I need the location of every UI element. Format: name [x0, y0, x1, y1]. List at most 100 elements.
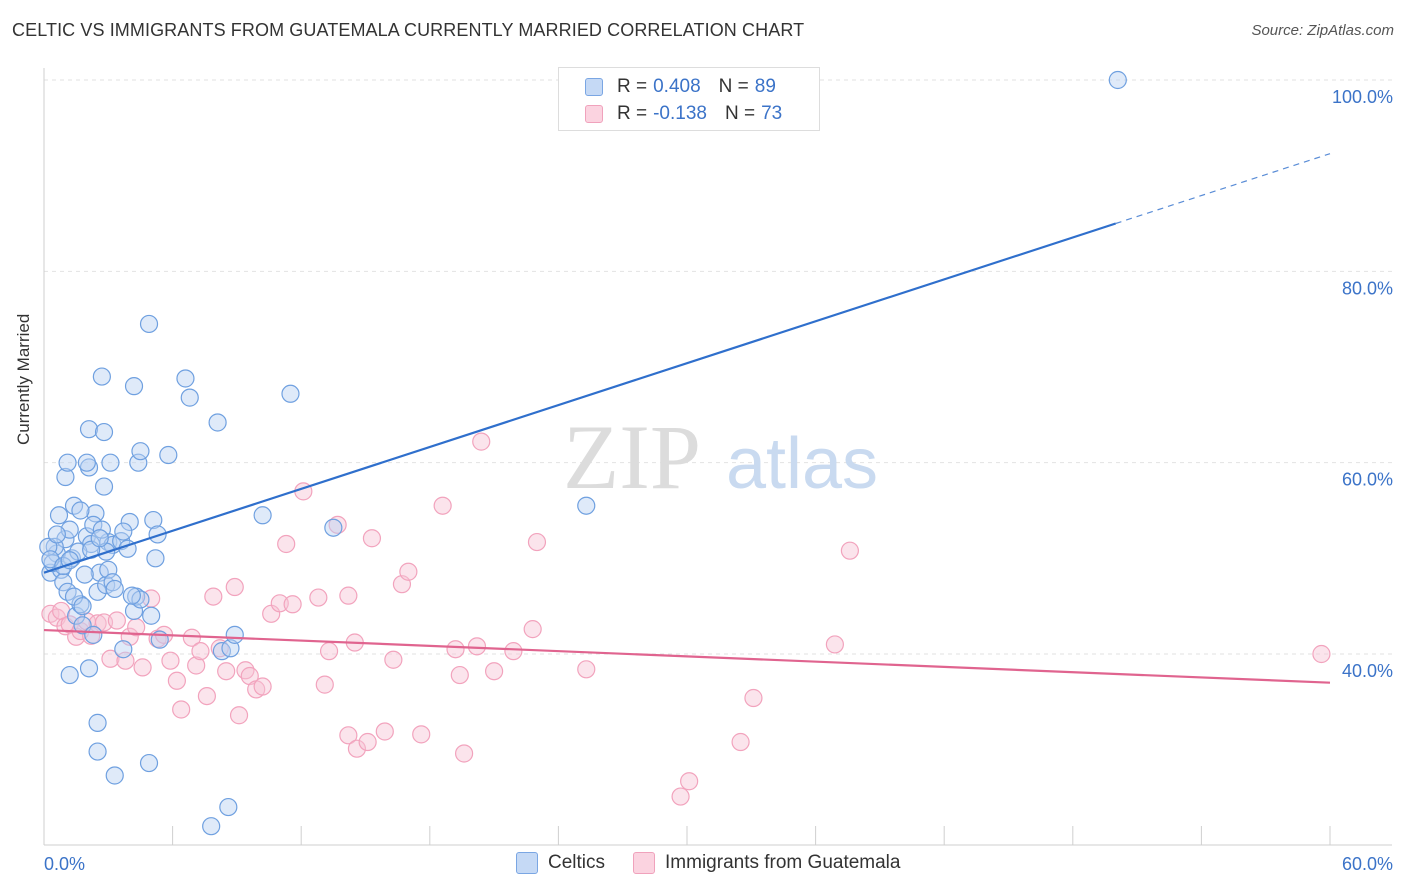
data-point-guatemala [204, 587, 223, 606]
x-tick-label: 0.0% [44, 854, 85, 874]
series-legend: Celtics Immigrants from Guatemala [516, 852, 928, 874]
legend-n-label: N = [724, 103, 756, 124]
data-point-celtics [94, 422, 114, 442]
data-point-celtics [124, 601, 144, 621]
data-point-guatemala [504, 642, 523, 661]
data-point-guatemala [446, 640, 465, 659]
data-point-celtics [1108, 70, 1127, 90]
data-point-celtics [146, 549, 165, 568]
y-tick-label: 100.0% [1332, 87, 1393, 107]
y-tick-label: 60.0% [1342, 470, 1393, 490]
data-point-guatemala [191, 642, 210, 661]
data-point-guatemala [187, 656, 206, 675]
data-point-guatemala [433, 496, 452, 515]
data-point-celtics [208, 413, 227, 432]
data-point-guatemala [731, 732, 750, 752]
data-point-guatemala [485, 662, 504, 681]
trend-line-celtics-extension [1115, 153, 1331, 225]
legend-n-value: 89 [754, 76, 776, 97]
data-point-guatemala [577, 660, 596, 679]
data-point-guatemala [744, 688, 763, 708]
source-label: Source: ZipAtlas.com [1251, 22, 1394, 39]
x-tick-label: 60.0% [1342, 854, 1393, 874]
data-point-celtics [577, 496, 596, 515]
data-point-celtics [60, 665, 79, 685]
data-point-celtics [56, 467, 75, 487]
data-point-celtics [131, 442, 150, 461]
data-point-celtics [176, 369, 195, 388]
data-point-guatemala [412, 725, 431, 744]
data-point-guatemala [217, 662, 236, 681]
data-point-celtics [88, 713, 107, 732]
data-point-celtics [124, 377, 144, 396]
data-point-celtics [129, 453, 148, 472]
data-point-celtics [180, 388, 199, 407]
chart-title: CELTIC VS IMMIGRANTS FROM GUATEMALA CURR… [12, 20, 805, 40]
y-tick-labels: 40.0% 60.0% 80.0% 100.0% [1332, 87, 1393, 681]
data-point-guatemala [182, 628, 201, 647]
data-point-guatemala [253, 677, 272, 696]
data-point-guatemala [825, 635, 844, 654]
data-point-celtics [58, 453, 77, 472]
legend-r-value: -0.138 [653, 103, 707, 124]
data-point-celtics [67, 606, 86, 625]
data-point-celtics [202, 817, 221, 836]
y-tick-label: 80.0% [1342, 278, 1393, 298]
data-point-guatemala [101, 649, 120, 668]
data-point-guatemala [680, 772, 699, 791]
legend-label-celtics: Celtics [548, 852, 606, 873]
data-point-celtics [219, 797, 238, 817]
legend-item-guatemala[interactable]: Immigrants from Guatemala [633, 852, 900, 874]
data-point-guatemala [225, 577, 244, 597]
data-point-celtics [79, 420, 99, 439]
data-point-celtics [54, 573, 73, 592]
data-point-guatemala [375, 722, 394, 741]
axes [43, 68, 1392, 846]
legend-swatch-celtics [516, 852, 538, 874]
data-point-guatemala [172, 700, 191, 719]
data-point-guatemala [116, 651, 135, 670]
x-tick-labels: 0.0% 60.0% [44, 854, 1393, 874]
series-immigrants-guatemala-points [41, 432, 1331, 806]
data-point-guatemala [210, 639, 229, 658]
data-point-guatemala [161, 651, 180, 670]
legend-r-value: 0.408 [653, 76, 701, 97]
legend-r-label: R = [617, 76, 648, 97]
data-point-celtics [49, 506, 69, 525]
data-point-guatemala [315, 675, 334, 694]
legend-r-label: R = [617, 103, 648, 124]
data-point-guatemala [671, 787, 690, 806]
data-point-celtics [103, 573, 122, 592]
data-point-celtics [77, 453, 96, 472]
data-point-guatemala [133, 658, 152, 677]
data-point-guatemala [229, 706, 249, 725]
data-point-celtics [105, 766, 124, 785]
data-point-guatemala [309, 588, 328, 607]
data-point-guatemala [197, 686, 216, 706]
data-point-guatemala [358, 732, 377, 752]
data-point-celtics [60, 551, 79, 570]
data-point-celtics [105, 579, 124, 599]
data-point-celtics [92, 367, 111, 386]
data-point-celtics [225, 625, 244, 644]
data-point-celtics [88, 742, 107, 761]
data-point-celtics [90, 529, 109, 548]
watermark-atlas: atlas [726, 424, 878, 504]
y-axis-title: Currently Married [14, 313, 33, 445]
legend-row-guatemala: R = -0.138 N = 73 [585, 102, 800, 126]
data-point-guatemala [450, 665, 469, 685]
gridlines [44, 79, 1392, 655]
legend-row-celtics: R = 0.408 N = 89 [585, 75, 794, 99]
data-point-celtics [86, 504, 105, 523]
trend-line-celtics [43, 222, 1117, 574]
trend-lines [43, 153, 1331, 684]
watermark-zip: ZIP [563, 406, 701, 508]
data-point-celtics [84, 625, 103, 644]
data-point-celtics [94, 477, 114, 496]
data-point-guatemala [283, 595, 302, 614]
legend-label-guatemala: Immigrants from Guatemala [665, 852, 901, 873]
data-point-guatemala [472, 432, 491, 451]
data-point-celtics [114, 640, 133, 659]
legend-item-celtics[interactable]: Celtics [516, 852, 605, 874]
data-point-guatemala [1312, 644, 1331, 664]
